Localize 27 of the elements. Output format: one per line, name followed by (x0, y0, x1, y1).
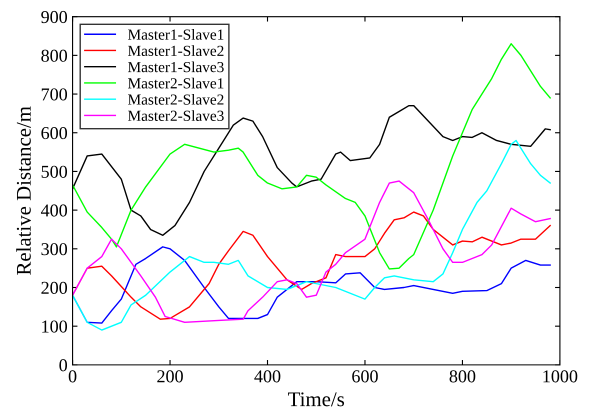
legend-label: Master2-Slave2 (128, 94, 224, 105)
y-tick-label: 600 (41, 127, 68, 140)
line-series (72, 140, 551, 331)
y-axis-title: Relative Distance/m (16, 106, 31, 275)
y-tick-label: 300 (41, 243, 68, 256)
y-tick-label: 500 (42, 166, 68, 178)
legend-label: Master2-Slave3 (128, 110, 224, 121)
y-tick-label: 700 (42, 88, 68, 100)
line-series (72, 180, 551, 324)
x-tick-label: 600 (352, 370, 378, 382)
x-axis-title: Time/s (288, 392, 344, 406)
y-tick-label: 400 (40, 204, 68, 217)
line-series (72, 43, 551, 270)
y-tick-label: 100 (42, 320, 68, 333)
x-tick-label: 800 (450, 370, 476, 382)
y-tick-label: 200 (41, 282, 68, 294)
x-tick-label: 1000 (543, 370, 578, 382)
y-tick-label: 0 (59, 359, 68, 372)
legend-label: Master1-Slave1 (128, 28, 224, 40)
y-tick-label: 800 (41, 50, 68, 62)
legend-label: Master1-Slave3 (128, 61, 224, 72)
legend-label: Master2-Slave1 (128, 78, 224, 88)
x-tick-label: 0 (68, 370, 76, 382)
y-tick-label: 900 (41, 10, 68, 24)
x-tick-label: 400 (254, 370, 280, 382)
x-tick-label: 200 (157, 370, 183, 382)
legend-label: Master1-Slave2 (128, 45, 224, 56)
